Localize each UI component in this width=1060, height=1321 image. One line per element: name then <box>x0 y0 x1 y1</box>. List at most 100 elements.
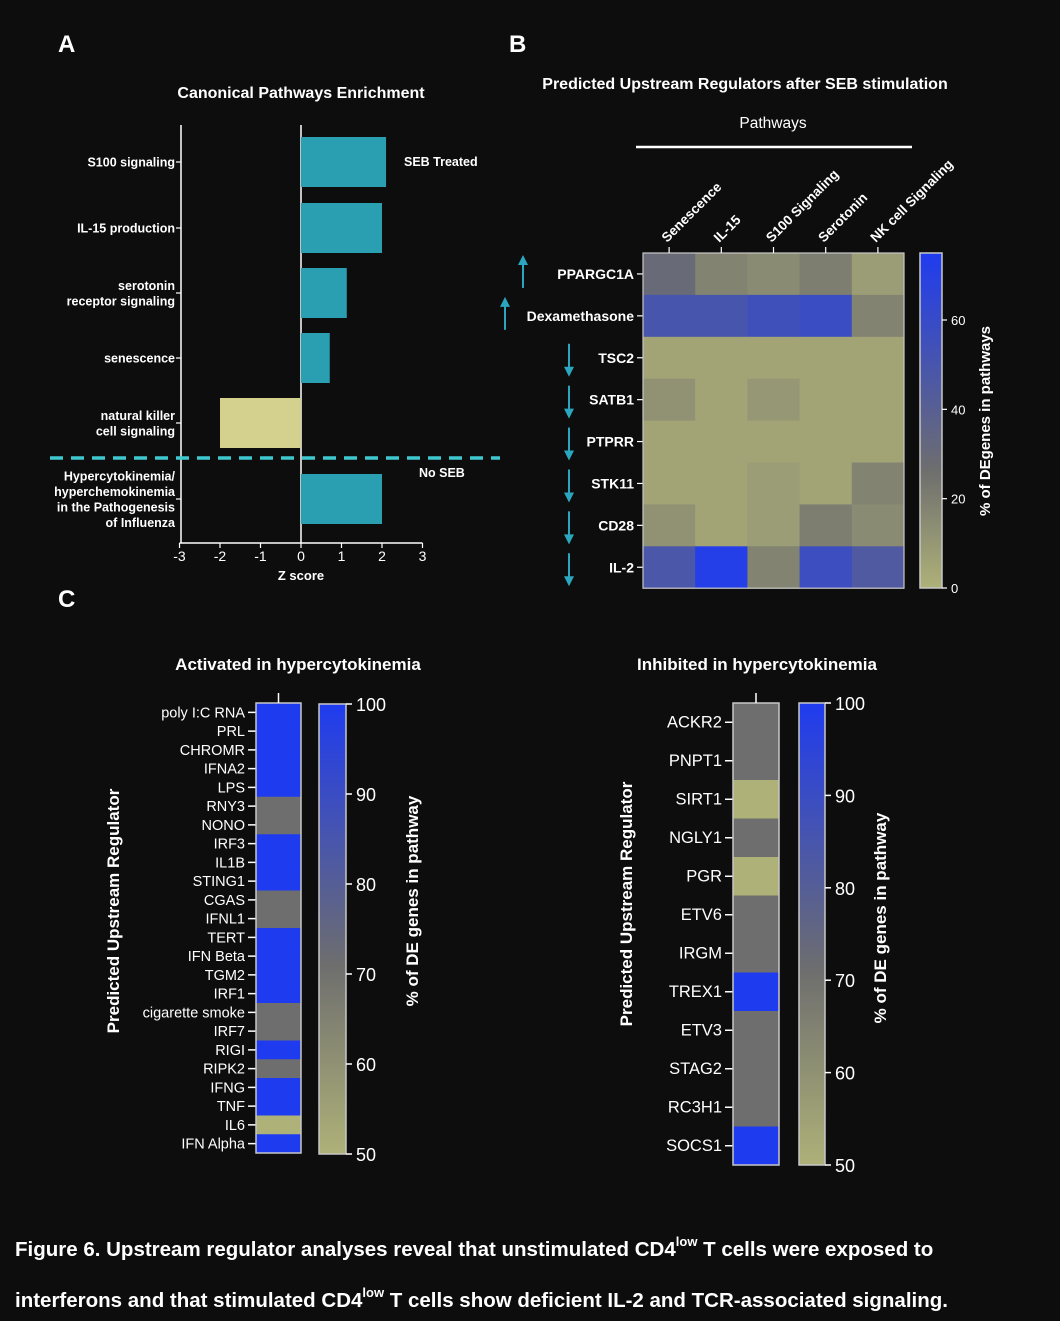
down-arrowhead-icon <box>564 450 574 461</box>
panel-c-inhibited-heatmap-cell <box>733 741 779 781</box>
panel-b-heatmap-cell <box>799 462 853 505</box>
panel-c-activated-heatmap-cell <box>256 703 301 723</box>
down-arrowhead-icon <box>564 534 574 545</box>
panel-b-heatmap-cell <box>695 462 748 505</box>
panel-c-activated-heatmap-cell <box>256 834 301 854</box>
panel-c-inhibited-heatmap-cell <box>733 895 779 935</box>
panel-b-column-label: Serotonin <box>815 190 870 245</box>
panel-c-activated-heatmap-cell <box>256 796 301 816</box>
panel-c-activated-heatmap: Activated in hypercytokinemia Predicted … <box>104 655 422 1165</box>
panel-b-heatmap-cell <box>851 462 905 505</box>
panel-a-x-tick-label: 0 <box>297 548 305 564</box>
panel-c-activated-row-label: PRL <box>217 724 245 740</box>
panel-a-bar <box>301 333 330 383</box>
panel-c-activated-colorbar-tick-label: 50 <box>356 1145 376 1165</box>
panel-c-activated-heatmap-cell <box>256 984 301 1004</box>
panel-c-inhibited-row-label: IRGM <box>679 944 722 962</box>
panel-c-activated-row-label: IRF1 <box>214 987 245 1003</box>
panel-a-x-tick-label: 3 <box>419 548 427 564</box>
panel-c-inhibited-heatmap: Inhibited in hypercytokinemia Predicted … <box>617 655 890 1176</box>
panel-b-heatmap-cell <box>695 378 748 422</box>
up-arrowhead-icon <box>500 296 510 307</box>
panel-c-activated-row-label: TNF <box>217 1099 245 1115</box>
panel-c-inhibited-colorbar <box>798 702 826 1166</box>
panel-c-inhibited-title: Inhibited in hypercytokinemia <box>637 655 877 674</box>
panel-c-inhibited-heatmap-cell <box>733 934 779 973</box>
panel-b-heatmap-cell <box>851 253 905 296</box>
panel-c-activated-heatmap-cell <box>256 871 301 891</box>
panel-b-heatmap-cell <box>799 420 853 463</box>
panel-b-column-label: IL-15 <box>711 212 744 245</box>
panel-b-heatmap-cell <box>747 420 801 463</box>
panel-c-activated-row-label: IRF3 <box>214 837 245 853</box>
panel-b-heatmap-cell <box>643 294 696 338</box>
down-arrowhead-icon <box>564 576 574 587</box>
panel-c-activated-title: Activated in hypercytokinemia <box>175 655 421 674</box>
panel-c-activated-row-label: RIGI <box>215 1043 245 1059</box>
panel-b-heatmap-cell <box>643 546 696 589</box>
figure-caption-line-1: Figure 6. Upstream regulator analyses re… <box>15 1234 934 1261</box>
panel-c-activated-heatmap-cell <box>256 1078 301 1098</box>
panel-b-heatmap-cell <box>695 294 748 338</box>
panel-c-activated-row-label: IL6 <box>225 1118 245 1134</box>
figure-canvas: A B C Canonical Pathways Enrichment Z sc… <box>50 31 994 1176</box>
panel-c-inhibited-row-label: TREX1 <box>669 983 722 1001</box>
panel-c-activated-row-label: STING1 <box>193 874 245 890</box>
panel-c-inhibited-heatmap-cell <box>733 780 779 819</box>
panel-a-xlabel: Z score <box>278 568 324 583</box>
panel-b-heatmap-cell <box>643 336 696 380</box>
panel-c-inhibited-row-label: STAG2 <box>669 1060 722 1078</box>
panel-a-category-label: senescence <box>104 352 175 366</box>
panel-c-inhibited-row-label: ACKR2 <box>667 713 722 731</box>
panel-c-inhibited-heatmap-cell <box>733 1049 779 1089</box>
panel-c-inhibited-heatmap-cell <box>733 818 779 858</box>
panel-b-heatmap-cell <box>643 253 696 296</box>
panel-b-heatmap-cell <box>851 504 905 547</box>
panel-c-activated-row-label: IFNL1 <box>206 912 246 928</box>
panel-c-activated-heatmap-cell <box>256 1040 301 1060</box>
panel-a-title: Canonical Pathways Enrichment <box>177 85 425 102</box>
panel-b-colorbar-tick-label: 20 <box>951 492 965 507</box>
panel-c-activated-row-label: IL1B <box>215 855 245 871</box>
panel-a-bar <box>301 203 382 253</box>
panel-b-heatmap-cell <box>747 294 801 338</box>
panel-label-c: C <box>58 586 75 613</box>
panel-c-inhibited-colorbar-tick-label: 80 <box>835 879 855 899</box>
panel-c-activated-colorbar-tick-label: 100 <box>356 695 386 715</box>
panel-b-heatmap-cell <box>851 378 905 422</box>
down-arrowhead-icon <box>564 366 574 377</box>
panel-b-row-label: PPARGC1A <box>557 266 634 282</box>
panel-b-heatmap-cell <box>799 546 853 589</box>
panel-c-activated-row-label: IFN Alpha <box>181 1137 246 1153</box>
panel-c-activated-row-label: RIPK2 <box>203 1062 245 1078</box>
panel-c-activated-row-label: LPS <box>218 780 245 796</box>
panel-b-heatmap-cell <box>643 504 696 547</box>
panel-c-inhibited-colorbar-tick-label: 50 <box>835 1156 855 1176</box>
panel-b-colorbar-tick-label: 0 <box>951 581 958 596</box>
panel-c-inhibited-row-label: PGR <box>686 867 722 885</box>
panel-c-activated-heatmap-cell <box>256 815 301 835</box>
panel-label-a: A <box>58 31 75 58</box>
panel-b-heatmap-cell <box>695 546 748 589</box>
panel-b-colorbar-tick-label: 40 <box>951 402 965 417</box>
panel-b-heatmap-cell <box>799 294 853 338</box>
panel-c-activated-row-label: NONO <box>202 818 246 834</box>
panel-c-activated-heatmap-cell <box>256 965 301 985</box>
panel-b-row-label: Dexamethasone <box>527 308 635 324</box>
panel-a-bar <box>301 474 382 524</box>
panel-c-inhibited-colorbar-tick-label: 90 <box>835 786 855 806</box>
panel-c-inhibited-heatmap-cell <box>733 703 779 742</box>
panel-c-activated-heatmap-cell <box>256 890 301 910</box>
panel-b-title: Predicted Upstream Regulators after SEB … <box>542 76 947 93</box>
panel-b-heatmap-cell <box>747 378 801 422</box>
panel-b-row-label: SATB1 <box>589 392 634 408</box>
panel-b-heatmap-cell <box>851 420 905 463</box>
panel-b-row-label: TSC2 <box>598 350 634 366</box>
panel-a-category-label: receptor signaling <box>67 294 175 308</box>
figure-caption-line-2: interferons and that stimulated CD4low T… <box>15 1285 948 1312</box>
panel-c-inhibited-ylabel: Predicted Upstream Regulator <box>617 781 636 1026</box>
panel-a-category-label: natural killer <box>101 409 175 423</box>
panel-b-heatmap-cell <box>851 546 905 589</box>
panel-b-heatmap-cell <box>643 420 696 463</box>
panel-c-inhibited-heatmap-cell <box>733 1126 779 1166</box>
